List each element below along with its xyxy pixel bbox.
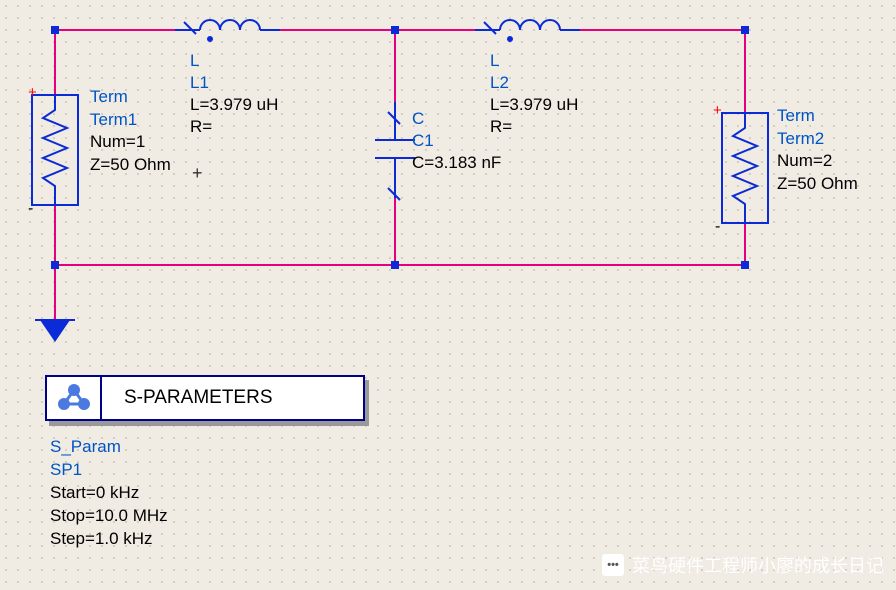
inductor-L1 — [175, 20, 280, 41]
term1-type: Term — [90, 86, 128, 108]
s-param-start: Start=0 kHz — [50, 482, 139, 504]
gear-icon — [54, 380, 94, 416]
term1-symbol — [32, 95, 78, 205]
l2-r: R= — [490, 116, 512, 138]
term2-z: Z=50 Ohm — [777, 173, 858, 195]
term2-plus: + — [713, 100, 722, 122]
l1-r: R= — [190, 116, 212, 138]
term2-minus: - — [715, 216, 720, 238]
s-param-stop: Stop=10.0 MHz — [50, 505, 168, 527]
c1-name: C1 — [412, 130, 434, 152]
term1-num: Num=1 — [90, 131, 145, 153]
s-param-icon-cell — [47, 377, 102, 419]
s-param-block-label: S_Param — [50, 436, 121, 458]
s-param-step: Step=1.0 kHz — [50, 528, 153, 550]
term1-minus: - — [28, 198, 33, 220]
s-param-box[interactable]: S-PARAMETERS — [45, 375, 365, 421]
term2-type: Term — [777, 105, 815, 127]
l2-name: L2 — [490, 72, 509, 94]
s-param-instance: SP1 — [50, 459, 82, 481]
l1-value: L=3.979 uH — [190, 94, 278, 116]
term1-name: Term1 — [90, 109, 137, 131]
watermark-text: 菜鸟硬件工程师小廖的成长日记 — [632, 552, 884, 578]
l2-value: L=3.979 uH — [490, 94, 578, 116]
watermark: ••• 菜鸟硬件工程师小廖的成长日记 — [602, 552, 884, 578]
term1-plus: + — [28, 82, 37, 104]
s-param-title: S-PARAMETERS — [102, 387, 295, 409]
junction-nodes — [51, 26, 749, 269]
term2-symbol — [722, 113, 768, 223]
capacitor-C1 — [375, 102, 415, 200]
chat-icon: ••• — [602, 554, 624, 576]
c1-type: C — [412, 108, 424, 130]
cursor-crosshair: + — [192, 162, 203, 184]
c1-value: C=3.183 nF — [412, 152, 501, 174]
l2-type: L — [490, 50, 499, 72]
l1-type: L — [190, 50, 199, 72]
ground-symbol — [35, 320, 75, 342]
term2-num: Num=2 — [777, 150, 832, 172]
inductor-L2 — [475, 20, 580, 41]
l1-name: L1 — [190, 72, 209, 94]
term1-z: Z=50 Ohm — [90, 154, 171, 176]
term2-name: Term2 — [777, 128, 824, 150]
